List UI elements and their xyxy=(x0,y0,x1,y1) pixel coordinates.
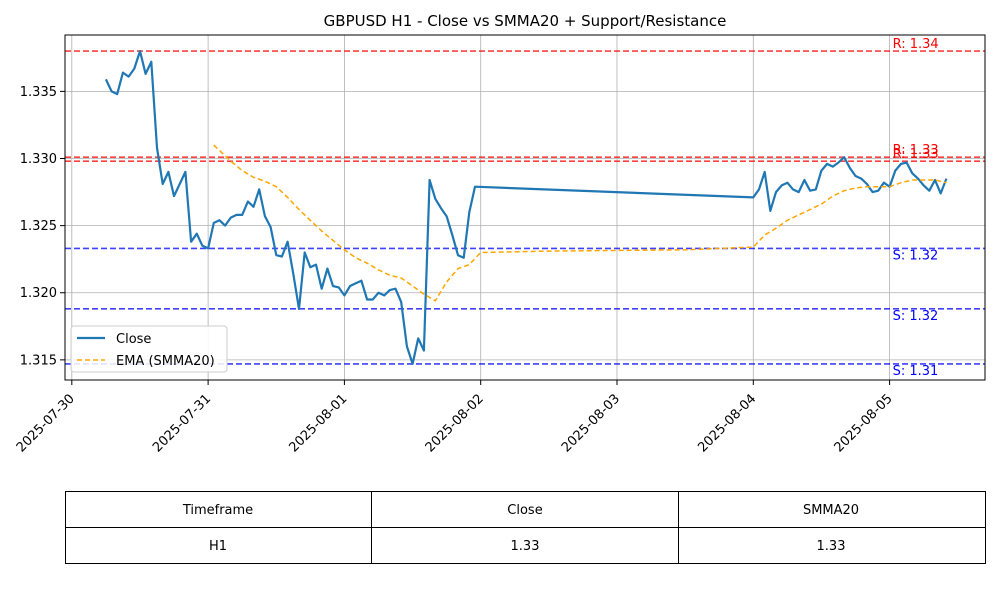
table-cell-timeframe: H1 xyxy=(209,539,227,554)
level-label-layer: R: 1.34 R: 1.33R: 1.33 S: 1.32 S: 1.32 S: 1.… xyxy=(893,37,939,379)
series-layer xyxy=(104,49,948,365)
y-tick-label: 1.320 xyxy=(20,286,57,301)
y-tick-label: 1.315 xyxy=(20,353,57,368)
x-tick-label: 2025-08-04 xyxy=(695,391,759,455)
resistance-label: R: 1.33 xyxy=(893,147,939,162)
table-header-close: Close xyxy=(507,503,542,518)
table-header-timeframe: Timeframe xyxy=(182,503,253,518)
x-tick-label: 2025-07-30 xyxy=(14,391,78,455)
legend-box xyxy=(70,325,228,373)
x-tick-label: 2025-08-05 xyxy=(832,391,896,455)
x-tick-label: 2025-08-03 xyxy=(559,391,623,455)
resistance-label: R: 1.33 xyxy=(893,143,939,158)
x-tick-label: 2025-08-02 xyxy=(423,391,487,455)
legend-close-label: Close xyxy=(116,332,151,347)
close-series-line xyxy=(104,49,948,365)
y-tick-label: 1.325 xyxy=(20,219,57,234)
table-cell-close: 1.33 xyxy=(511,539,540,554)
legend: Close EMA (SMMA20) xyxy=(70,325,228,373)
x-tick-label: 2025-07-31 xyxy=(150,391,214,455)
support-label: S: 1.32 xyxy=(893,248,939,263)
y-tick-label: 1.335 xyxy=(20,85,57,100)
table-cell-smma20: 1.33 xyxy=(817,539,846,554)
support-label: S: 1.31 xyxy=(893,364,939,379)
resistance-label: R: 1.34 xyxy=(893,37,939,52)
grid-layer xyxy=(65,35,985,380)
support-resistance-layer xyxy=(65,50,985,365)
chart-title: GBPUSD H1 - Close vs SMMA20 + Support/Re… xyxy=(324,12,727,30)
smma20-series-line xyxy=(213,144,947,302)
plot-frame xyxy=(64,34,986,381)
y-tick-label: 1.330 xyxy=(20,152,57,167)
x-tick-label: 2025-08-01 xyxy=(286,391,350,455)
summary-table: Timeframe Close SMMA20 H1 1.33 1.33 xyxy=(65,491,986,564)
axis-layer: 2025-07-30 2025-07-31 2025-08-01 2025-08-02… xyxy=(14,85,896,456)
table-header-smma20: SMMA20 xyxy=(803,503,859,518)
legend-smma-label: EMA (SMMA20) xyxy=(116,354,215,369)
support-label: S: 1.32 xyxy=(893,309,939,324)
